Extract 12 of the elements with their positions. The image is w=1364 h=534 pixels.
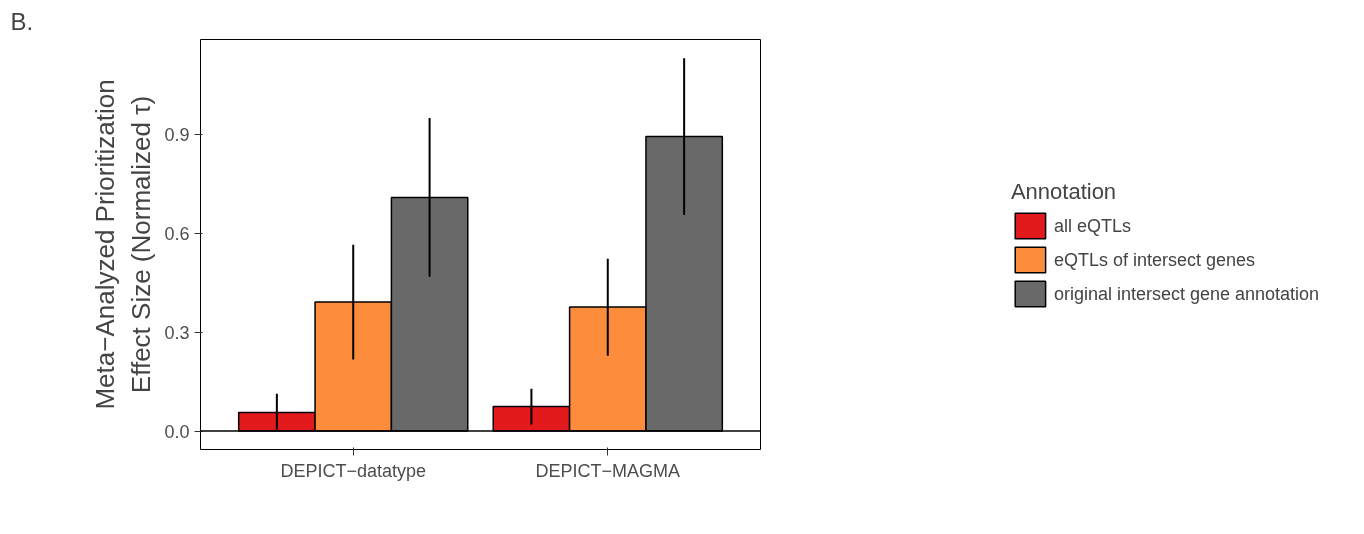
x-tick-label: DEPICT−datatype: [280, 460, 427, 481]
legend-title: Annotation: [1010, 178, 1118, 205]
y-tick-label: 0.3: [164, 322, 190, 343]
x-tick-label: DEPICT−MAGMA: [535, 460, 681, 481]
text: B.: [10, 7, 34, 35]
legend-label: all eQTLs: [1053, 215, 1131, 236]
y-tick-label: 0.6: [164, 223, 190, 244]
y-axis-title: Meta−Analyzed Prioritization Effect Size (Normalized τ): [90, 79, 157, 410]
y-tick-label: 0.9: [164, 124, 190, 145]
legend-label: original intersect gene annotation: [1053, 283, 1320, 304]
y-tick-label: 0.0: [164, 421, 190, 442]
legend-label: eQTLs of intersect genes: [1053, 249, 1256, 270]
